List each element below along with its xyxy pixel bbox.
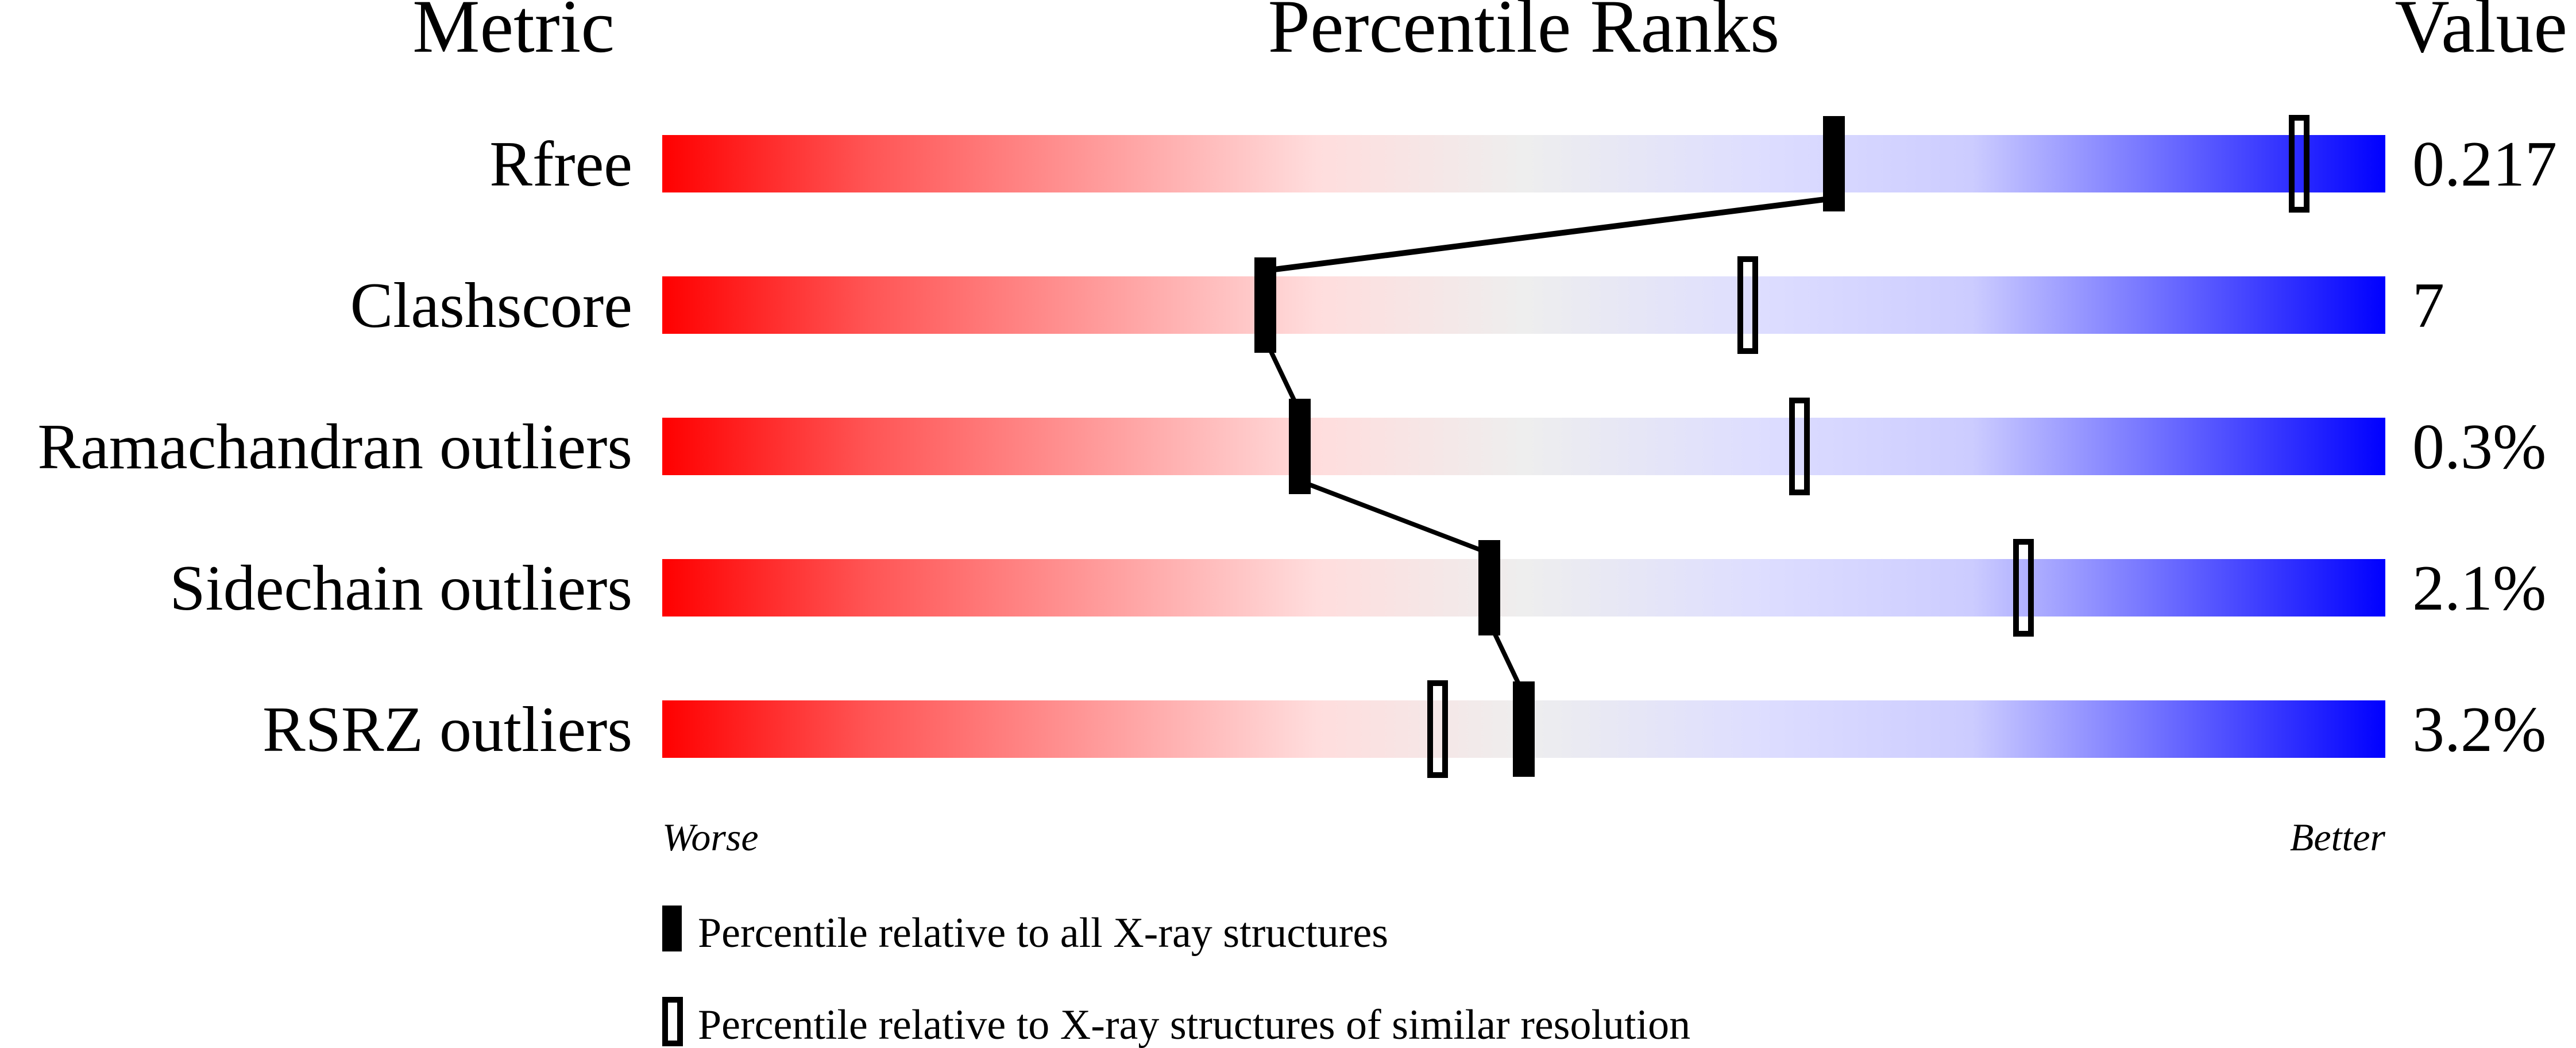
legend-open-marker (662, 997, 683, 1046)
metric-label: Rfree (489, 129, 632, 200)
header-percentile-ranks: Percentile Ranks (1268, 0, 1780, 68)
legend-filled-label: Percentile relative to all X-ray structu… (698, 910, 1388, 957)
metric-value: 7 (2412, 270, 2444, 341)
metric-value: 3.2% (2412, 694, 2546, 765)
legend-open-label: Percentile relative to X-ray structures … (698, 1001, 1690, 1048)
metric-value: 2.1% (2412, 553, 2546, 624)
metric-value: 0.3% (2412, 411, 2546, 483)
metric-label: Clashscore (350, 270, 632, 341)
marker-similar-resolution (2289, 115, 2309, 213)
marker-all-structures (1823, 116, 1845, 211)
percentile-bar (662, 418, 2385, 475)
metric-label: Ramachandran outliers (37, 411, 632, 483)
connector-line (1265, 195, 1835, 273)
marker-all-structures (1513, 681, 1535, 777)
marker-similar-resolution (1427, 680, 1448, 778)
percentile-bar (662, 276, 2385, 334)
axis-label-better: Better (2290, 815, 2386, 859)
marker-all-structures (1478, 540, 1500, 635)
marker-similar-resolution (2013, 539, 2034, 637)
percentile-bar (662, 559, 2385, 617)
header-metric: Metric (412, 0, 615, 68)
legend-filled-marker (662, 906, 682, 951)
marker-similar-resolution (1737, 256, 1758, 354)
metric-label: RSRZ outliers (262, 694, 632, 765)
marker-all-structures (1254, 257, 1276, 353)
header-value: Value (2395, 0, 2567, 68)
marker-similar-resolution (1789, 398, 1810, 495)
connector-line (1299, 479, 1490, 556)
metric-label: Sidechain outliers (169, 553, 632, 624)
marker-all-structures (1289, 399, 1311, 494)
axis-label-worse: Worse (662, 815, 759, 859)
percentile-bar (662, 135, 2385, 192)
metric-value: 0.217 (2412, 129, 2557, 200)
